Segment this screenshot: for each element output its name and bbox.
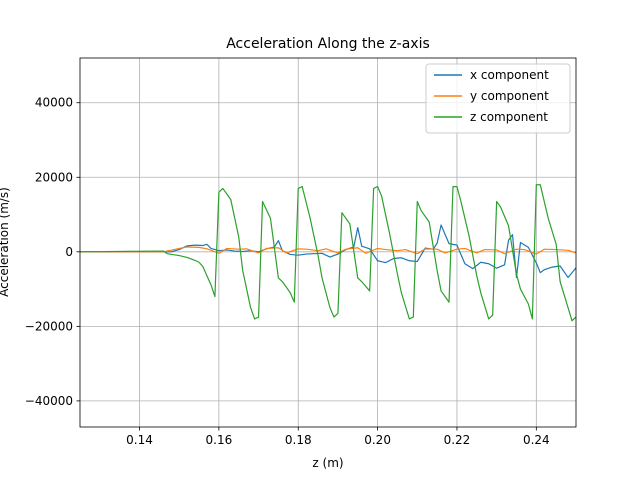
legend: x component y component z component xyxy=(425,63,571,134)
legend-label-y-component: y component xyxy=(470,89,549,103)
y-tick-label: 20000 xyxy=(35,170,73,184)
x-tick-label: 0.14 xyxy=(126,433,153,447)
y-tick-label: 0 xyxy=(65,245,73,259)
x-tick-label: 0.18 xyxy=(285,433,312,447)
plot-frame xyxy=(79,57,577,428)
y-tick-label: −40000 xyxy=(25,394,73,408)
y-tick-label: −20000 xyxy=(25,319,73,333)
legend-box xyxy=(425,63,571,134)
x-tick-label: 0.22 xyxy=(444,433,471,447)
x-tick-label: 0.20 xyxy=(364,433,391,447)
x-axis-label: z (m) xyxy=(312,456,343,470)
y-axis: −40000 −20000 0 20000 40000 xyxy=(25,96,80,408)
y-axis-label: Acceleration (m/s) xyxy=(0,187,11,297)
x-axis: 0.14 0.16 0.18 0.20 0.22 0.24 xyxy=(126,427,550,447)
legend-label-z-component: z component xyxy=(470,110,548,124)
x-tick-label: 0.24 xyxy=(523,433,550,447)
x-tick-label: 0.16 xyxy=(206,433,233,447)
chart-title: Acceleration Along the z-axis xyxy=(226,36,430,52)
series-line-x-component xyxy=(80,224,576,279)
series-line-y-component xyxy=(80,246,576,255)
plot-series xyxy=(80,184,576,322)
series-line-z-component xyxy=(80,184,576,322)
y-tick-label: 40000 xyxy=(35,96,73,110)
legend-label-x-component: x component xyxy=(470,68,549,82)
